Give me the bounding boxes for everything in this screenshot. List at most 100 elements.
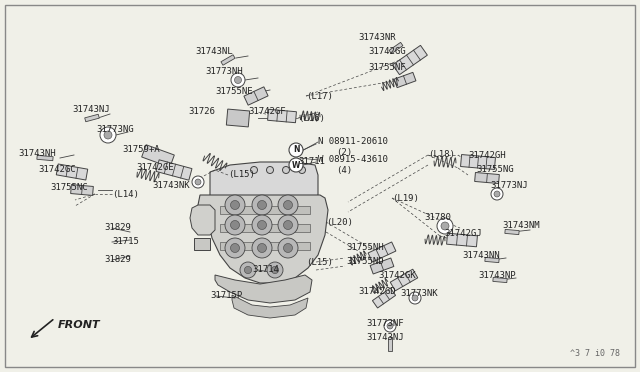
Text: FRONT: FRONT <box>58 320 100 330</box>
Text: (4): (4) <box>336 166 352 174</box>
Circle shape <box>267 262 283 278</box>
Text: 31714: 31714 <box>252 266 279 275</box>
Polygon shape <box>388 337 392 351</box>
Text: 31743NJ: 31743NJ <box>72 106 109 115</box>
Circle shape <box>257 244 266 253</box>
Text: 31742GD: 31742GD <box>358 288 396 296</box>
Polygon shape <box>447 233 477 247</box>
Text: 31715: 31715 <box>112 237 139 247</box>
Circle shape <box>284 221 292 230</box>
Polygon shape <box>475 173 499 183</box>
Text: (L16): (L16) <box>298 113 325 122</box>
Polygon shape <box>493 278 507 283</box>
Circle shape <box>225 215 245 235</box>
Text: 31743NR: 31743NR <box>358 33 396 42</box>
Text: 31780: 31780 <box>424 214 451 222</box>
Circle shape <box>225 195 245 215</box>
Text: 31773NG: 31773NG <box>96 125 134 135</box>
Text: 31743NK: 31743NK <box>152 182 189 190</box>
Text: 31742GE: 31742GE <box>136 164 173 173</box>
Circle shape <box>234 77 241 83</box>
Text: W: W <box>292 160 300 170</box>
Polygon shape <box>70 185 93 195</box>
Text: 31743NL: 31743NL <box>195 48 232 57</box>
Text: 31742GC: 31742GC <box>38 166 76 174</box>
Text: (2): (2) <box>336 148 352 157</box>
Circle shape <box>384 320 396 332</box>
Bar <box>194 238 210 250</box>
Circle shape <box>284 244 292 253</box>
Text: 31742GF: 31742GF <box>248 108 285 116</box>
Text: N 08911-20610: N 08911-20610 <box>318 138 388 147</box>
Text: 31755ND: 31755ND <box>346 257 383 266</box>
Circle shape <box>289 158 303 172</box>
Polygon shape <box>37 155 53 161</box>
Text: 31829: 31829 <box>104 256 131 264</box>
Text: 31743NJ: 31743NJ <box>366 334 404 343</box>
Polygon shape <box>368 242 396 262</box>
Polygon shape <box>215 275 312 303</box>
Text: 31743NN: 31743NN <box>462 251 500 260</box>
Circle shape <box>278 215 298 235</box>
Circle shape <box>491 188 503 200</box>
Polygon shape <box>394 72 416 88</box>
Text: 31742GK: 31742GK <box>378 272 415 280</box>
Circle shape <box>250 167 257 173</box>
Text: (L15): (L15) <box>306 257 333 266</box>
Circle shape <box>257 221 266 230</box>
Text: 31726: 31726 <box>188 108 215 116</box>
Polygon shape <box>56 164 88 180</box>
Circle shape <box>494 191 500 197</box>
Text: 31773NJ: 31773NJ <box>490 182 527 190</box>
Text: 31773NH: 31773NH <box>205 67 243 77</box>
Text: 31755NG: 31755NG <box>476 166 514 174</box>
Circle shape <box>252 195 272 215</box>
Text: 31773NF: 31773NF <box>366 320 404 328</box>
Circle shape <box>252 215 272 235</box>
Polygon shape <box>156 160 192 180</box>
Text: 31755NE: 31755NE <box>215 87 253 96</box>
Text: (L18): (L18) <box>428 151 455 160</box>
Circle shape <box>244 266 252 273</box>
Text: 31711: 31711 <box>298 157 325 167</box>
Bar <box>220 242 310 250</box>
Circle shape <box>437 218 453 234</box>
Circle shape <box>230 221 239 230</box>
Circle shape <box>278 195 298 215</box>
Polygon shape <box>198 195 328 283</box>
Circle shape <box>441 222 449 230</box>
Circle shape <box>192 176 204 188</box>
Polygon shape <box>232 295 308 318</box>
Polygon shape <box>372 288 396 308</box>
Polygon shape <box>244 87 268 105</box>
Text: 31742GJ: 31742GJ <box>444 230 482 238</box>
Circle shape <box>231 73 245 87</box>
Circle shape <box>104 131 112 139</box>
Polygon shape <box>210 162 318 200</box>
Circle shape <box>278 238 298 258</box>
Text: 31829: 31829 <box>104 224 131 232</box>
Text: 31743NP: 31743NP <box>478 272 516 280</box>
Circle shape <box>412 295 418 301</box>
Polygon shape <box>505 230 519 235</box>
Polygon shape <box>370 258 394 274</box>
Text: (L14): (L14) <box>112 189 139 199</box>
Text: 31759+A: 31759+A <box>122 145 159 154</box>
Text: (L20): (L20) <box>326 218 353 227</box>
Text: 31755NC: 31755NC <box>50 183 88 192</box>
Circle shape <box>284 201 292 209</box>
Circle shape <box>240 262 256 278</box>
Text: 31743NM: 31743NM <box>502 221 540 231</box>
Circle shape <box>409 292 421 304</box>
Polygon shape <box>221 55 235 65</box>
Circle shape <box>230 201 239 209</box>
Circle shape <box>387 323 393 329</box>
Text: 31742GH: 31742GH <box>468 151 506 160</box>
Text: 31742GG: 31742GG <box>368 48 406 57</box>
Text: 31773NK: 31773NK <box>400 289 438 298</box>
Text: 31755NH: 31755NH <box>346 244 383 253</box>
Text: 31715P: 31715P <box>210 292 243 301</box>
Circle shape <box>289 143 303 157</box>
Polygon shape <box>268 109 296 123</box>
Polygon shape <box>389 42 403 54</box>
